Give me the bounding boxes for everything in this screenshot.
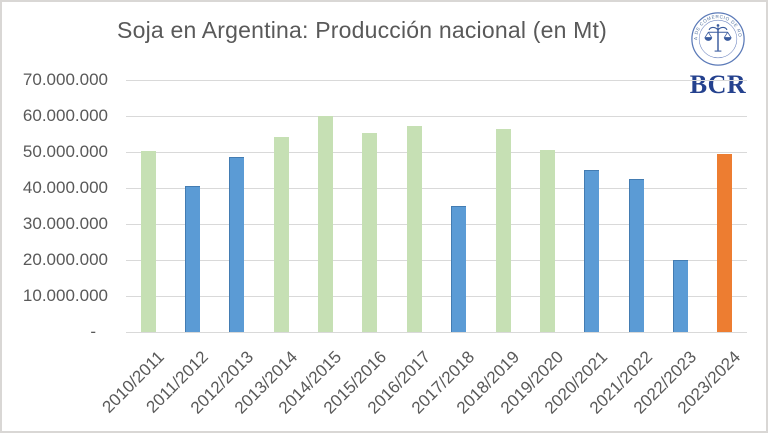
bcr-seal-icon: BOLSA DE COMERCIO DE ROSARIO [687,6,745,66]
gridline [126,259,747,261]
y-tick-label: 10.000.000 [22,286,108,305]
bar-2017-2018 [451,206,467,332]
y-tick-label: 50.000.000 [22,142,108,161]
bar-2010-2011 [140,150,156,332]
bar-2019-2020 [539,149,555,332]
y-tick-label: 70.000.000 [22,70,108,89]
gridline [126,115,747,117]
gridline [126,295,747,297]
gridline [126,223,747,225]
gridline [126,79,747,81]
bar-2016-2017 [406,125,422,332]
bar-2018-2019 [495,128,511,332]
bcr-logo-text: BCR [686,72,750,98]
gridline [126,151,747,153]
gridline [126,187,747,189]
y-tick-label: 30.000.000 [22,214,108,233]
chart-title: Soja en Argentina: Producción nacional (… [117,17,607,43]
bar-2020-2021 [584,170,600,332]
y-tick-label: 60.000.000 [22,106,108,125]
bcr-logo: BOLSA DE COMERCIO DE ROSARIO BCR [686,6,750,98]
y-tick-label: 40.000.000 [22,178,108,197]
y-tick-label: - [90,322,96,341]
bar-2015-2016 [362,132,378,332]
y-tick-label: 20.000.000 [22,250,108,269]
bar-2023-2024 [717,153,733,332]
caduceus-scales-icon [704,24,732,52]
bar-2014-2015 [318,116,334,332]
bar-2011-2012 [185,186,201,332]
plot-area [126,79,747,333]
bar-2013-2014 [273,136,289,332]
gridline [126,331,747,333]
x-axis-labels: 2010/2011 2011/2012 2012/2013 2013/2014 2014… [99,347,747,431]
bar-2022-2023 [672,260,688,332]
bar-2012-2013 [229,157,245,332]
bar-2021-2022 [628,179,644,332]
